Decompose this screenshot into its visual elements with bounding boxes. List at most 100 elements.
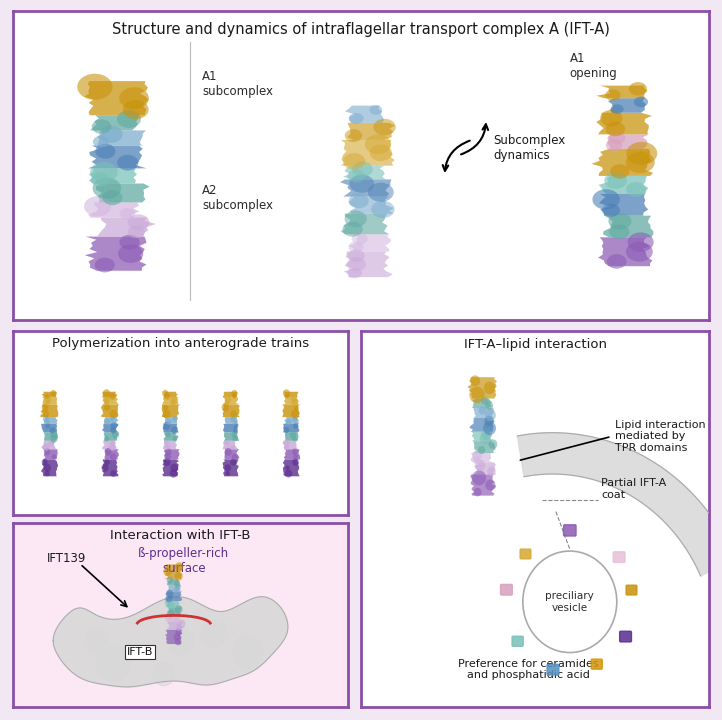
Polygon shape [474, 408, 494, 418]
Circle shape [373, 119, 396, 135]
Polygon shape [608, 98, 646, 113]
Polygon shape [97, 130, 146, 145]
Circle shape [472, 470, 486, 485]
Polygon shape [97, 217, 156, 237]
Circle shape [97, 644, 130, 681]
Circle shape [479, 406, 487, 415]
Polygon shape [164, 417, 178, 424]
Circle shape [370, 105, 382, 114]
Circle shape [602, 204, 620, 217]
Circle shape [43, 410, 49, 418]
Circle shape [45, 395, 51, 403]
Circle shape [485, 401, 493, 410]
Polygon shape [467, 377, 497, 399]
Circle shape [291, 409, 300, 418]
Circle shape [110, 422, 117, 430]
Circle shape [110, 416, 115, 421]
Circle shape [90, 162, 118, 182]
Circle shape [165, 444, 170, 450]
Circle shape [175, 606, 183, 613]
Circle shape [110, 470, 116, 477]
Circle shape [368, 183, 393, 202]
Circle shape [291, 399, 298, 407]
Circle shape [164, 459, 170, 466]
FancyBboxPatch shape [591, 659, 602, 669]
Circle shape [165, 441, 169, 445]
Polygon shape [41, 441, 56, 449]
Circle shape [173, 587, 179, 593]
Circle shape [167, 609, 175, 618]
Circle shape [606, 122, 625, 136]
Circle shape [173, 416, 178, 422]
Circle shape [165, 599, 172, 606]
Circle shape [118, 244, 143, 263]
Polygon shape [284, 417, 300, 424]
Circle shape [110, 427, 116, 433]
Circle shape [607, 254, 627, 269]
Circle shape [234, 423, 238, 428]
Circle shape [290, 431, 296, 438]
Circle shape [164, 393, 170, 400]
Polygon shape [599, 194, 648, 216]
Circle shape [119, 235, 139, 250]
Circle shape [45, 423, 51, 428]
Polygon shape [340, 179, 391, 197]
Polygon shape [341, 140, 395, 166]
Circle shape [102, 464, 108, 472]
Circle shape [162, 390, 168, 397]
Polygon shape [90, 115, 139, 130]
Circle shape [285, 465, 290, 470]
Circle shape [52, 454, 56, 459]
Circle shape [173, 580, 180, 587]
Circle shape [626, 242, 653, 261]
Circle shape [344, 210, 367, 227]
Polygon shape [599, 176, 648, 194]
Polygon shape [603, 216, 653, 238]
Polygon shape [102, 424, 118, 432]
Polygon shape [607, 135, 649, 149]
Polygon shape [42, 392, 57, 397]
Circle shape [84, 196, 111, 216]
Circle shape [627, 233, 653, 252]
Circle shape [483, 421, 496, 435]
Circle shape [164, 613, 171, 621]
Polygon shape [84, 237, 147, 271]
Circle shape [482, 397, 489, 405]
Circle shape [51, 435, 58, 443]
Polygon shape [166, 616, 180, 622]
Polygon shape [343, 166, 386, 179]
Polygon shape [222, 459, 239, 477]
Circle shape [120, 208, 135, 220]
Circle shape [283, 390, 290, 397]
Circle shape [232, 390, 238, 397]
Circle shape [592, 189, 620, 210]
Circle shape [604, 172, 627, 189]
Circle shape [283, 439, 290, 446]
Circle shape [100, 125, 123, 143]
Circle shape [349, 241, 364, 253]
Circle shape [352, 161, 373, 177]
Circle shape [232, 420, 238, 425]
Polygon shape [88, 202, 139, 217]
Polygon shape [347, 123, 395, 140]
Circle shape [104, 400, 109, 405]
Circle shape [231, 431, 238, 438]
Polygon shape [104, 432, 118, 441]
Polygon shape [162, 405, 180, 417]
Circle shape [347, 257, 366, 271]
Circle shape [95, 144, 116, 158]
Text: IFT-A–lipid interaction: IFT-A–lipid interaction [464, 338, 606, 351]
Circle shape [232, 636, 263, 668]
Circle shape [112, 431, 119, 438]
Text: IFT-B: IFT-B [127, 647, 154, 657]
Circle shape [165, 453, 171, 461]
Circle shape [175, 638, 181, 645]
Circle shape [473, 456, 480, 464]
Circle shape [293, 454, 298, 459]
Circle shape [485, 480, 495, 490]
Polygon shape [282, 405, 300, 417]
Circle shape [153, 662, 175, 685]
Circle shape [292, 459, 299, 466]
FancyBboxPatch shape [613, 552, 625, 562]
Circle shape [173, 634, 180, 641]
